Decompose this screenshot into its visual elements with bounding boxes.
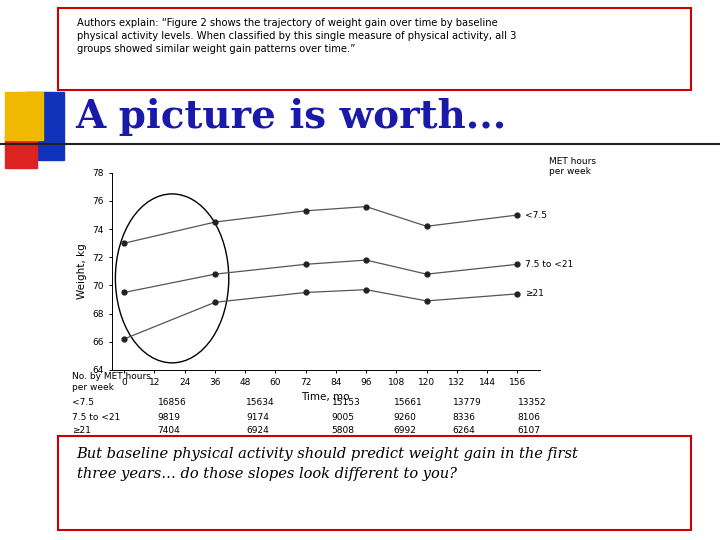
FancyBboxPatch shape [58, 8, 691, 90]
Text: MET hours
per week: MET hours per week [549, 157, 595, 177]
Text: 13779: 13779 [453, 399, 482, 407]
Text: 15634: 15634 [246, 399, 275, 407]
Text: 9819: 9819 [158, 413, 181, 422]
Text: 15661: 15661 [394, 399, 423, 407]
Text: 13352: 13352 [518, 399, 546, 407]
Text: 6107: 6107 [518, 427, 541, 435]
Text: 6992: 6992 [394, 427, 417, 435]
Text: No. by MET hours
per week: No. by MET hours per week [72, 372, 151, 392]
Text: 16856: 16856 [158, 399, 186, 407]
Text: 8336: 8336 [453, 413, 476, 422]
Text: <7.5: <7.5 [525, 211, 547, 220]
Text: <7.5: <7.5 [72, 399, 94, 407]
Text: ≥21: ≥21 [72, 427, 91, 435]
FancyBboxPatch shape [58, 436, 691, 530]
Text: 9005: 9005 [332, 413, 355, 422]
Text: Authors explain: “Figure 2 shows the trajectory of weight gain over time by base: Authors explain: “Figure 2 shows the tra… [76, 18, 516, 55]
Text: 9260: 9260 [394, 413, 417, 422]
Text: But baseline physical activity should predict weight gain in the first
three yea: But baseline physical activity should pr… [76, 447, 578, 481]
Bar [26, 92, 64, 160]
Text: 7.5 to <21: 7.5 to <21 [525, 260, 573, 269]
Text: 5808: 5808 [332, 427, 355, 435]
X-axis label: Time, mo: Time, mo [302, 392, 350, 402]
Text: 7.5 to <21: 7.5 to <21 [72, 413, 120, 422]
Text: A picture is worth...: A picture is worth... [75, 98, 506, 136]
Text: 9174: 9174 [246, 413, 269, 422]
Text: 7404: 7404 [158, 427, 180, 435]
Text: 8106: 8106 [518, 413, 541, 422]
Text: 15153: 15153 [332, 399, 361, 407]
Y-axis label: Weight, kg: Weight, kg [77, 244, 87, 299]
Text: 6924: 6924 [246, 427, 269, 435]
Text: ≥21: ≥21 [525, 289, 544, 299]
Bar [5, 135, 37, 168]
Text: 6264: 6264 [453, 427, 475, 435]
Bar [5, 92, 43, 140]
